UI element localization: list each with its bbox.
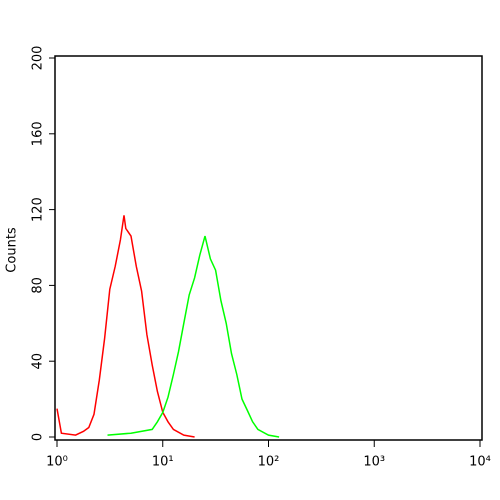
histogram-line xyxy=(56,215,195,438)
y-tick-label: 120 xyxy=(31,197,46,222)
histogram-line xyxy=(107,235,280,438)
y-tick-label: 0 xyxy=(31,433,46,441)
x-tick-label: 10⁰ xyxy=(46,455,68,470)
y-tick-label: 40 xyxy=(31,353,46,370)
x-tick-label: 10³ xyxy=(363,455,385,470)
x-tick-label: 10² xyxy=(258,455,280,470)
y-tick-label: 200 xyxy=(31,46,46,71)
y-axis-label: Counts xyxy=(5,227,20,273)
y-tick-label: 160 xyxy=(31,121,46,146)
x-tick-label: 10¹ xyxy=(152,455,174,470)
x-tick-label: 10⁴ xyxy=(469,455,491,470)
y-tick-label: 80 xyxy=(31,277,46,294)
